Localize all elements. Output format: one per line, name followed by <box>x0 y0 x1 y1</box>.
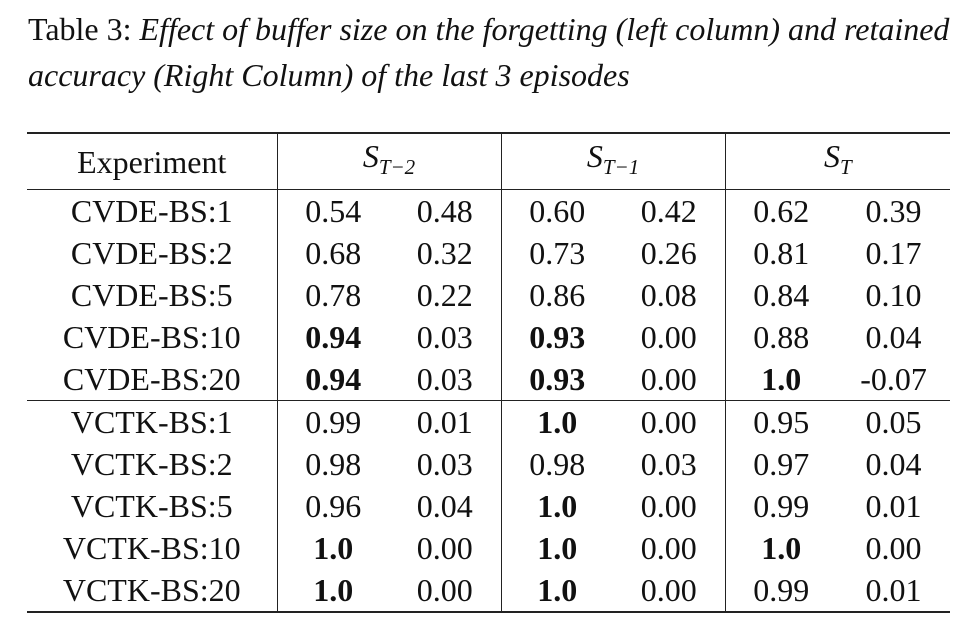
value-cell: 0.84 <box>753 277 810 313</box>
table-body-cvde: CVDE-BS:1 0.54 0.48 0.60 0.42 0.62 0.39 CVDE-BS… <box>27 189 950 401</box>
value-cell: 0.60 <box>529 193 586 229</box>
caption-label: Table 3: <box>28 11 132 47</box>
value-cell: 0.62 <box>753 193 810 229</box>
value-cell: 0.32 <box>389 232 502 274</box>
value-cell: 0.26 <box>613 232 726 274</box>
table-row: VCTK-BS:10 1.0 0.00 1.0 0.00 1.0 0.00 <box>27 527 950 569</box>
value-cell: 1.0 <box>277 569 389 613</box>
experiment-name-cell: CVDE-BS:2 <box>27 232 278 274</box>
experiment-name-cell: CVDE-BS:5 <box>27 274 278 316</box>
value-cell: 0.94 <box>305 319 362 355</box>
value-cell: 0.86 <box>529 277 586 313</box>
value-cell: 1.0 <box>501 400 614 443</box>
value-cell: 0.03 <box>389 316 502 358</box>
value-cell: 0.99 <box>277 400 389 443</box>
value-cell: 0.39 <box>865 193 922 229</box>
table-row: VCTK-BS:5 0.96 0.04 1.0 0.00 0.99 0.01 <box>27 485 950 527</box>
table-row: CVDE-BS:1 0.54 0.48 0.60 0.42 0.62 0.39 <box>27 189 950 232</box>
value-cell: 1.0 <box>537 530 578 566</box>
value-cell: 1.0 <box>501 569 614 613</box>
value-cell: 0.97 <box>753 446 810 482</box>
experiment-name-cell: VCTK-BS:2 <box>27 443 278 485</box>
value-cell: 0.00 <box>613 358 726 401</box>
experiment-name-cell: VCTK-BS:1 <box>27 400 278 443</box>
value-cell: 0.01 <box>865 488 922 524</box>
value-cell: 0.04 <box>389 485 502 527</box>
experiment-name-cell: CVDE-BS:1 <box>27 189 278 232</box>
header-group-1: ST−2 <box>277 132 502 190</box>
value-cell: 0.48 <box>389 189 502 232</box>
value-cell: 0.54 <box>305 193 362 229</box>
experiment-name-cell: CVDE-BS:20 <box>27 358 278 401</box>
value-cell: 0.00 <box>613 485 726 527</box>
value-cell: 0.03 <box>389 443 502 485</box>
value-cell: 0.03 <box>613 443 726 485</box>
value-cell: 0.73 <box>529 235 586 271</box>
experiment-name-cell: VCTK-BS:5 <box>27 485 278 527</box>
header-group-3-symbol: S <box>823 138 840 174</box>
value-cell: 0.08 <box>613 274 726 316</box>
value-cell: -0.07 <box>860 361 927 397</box>
header-group-2-symbol: S <box>586 138 603 174</box>
experiment-name-cell: VCTK-BS:10 <box>27 527 278 569</box>
value-cell: 0.00 <box>613 316 726 358</box>
value-cell: 0.03 <box>389 358 502 401</box>
experiment-name-cell: VCTK-BS:20 <box>27 569 278 613</box>
value-cell: 0.22 <box>389 274 502 316</box>
header-group-3-subscript: T <box>839 155 852 179</box>
value-cell: 0.98 <box>305 446 362 482</box>
value-cell: 0.93 <box>529 361 586 397</box>
header-group-1-subscript: T−2 <box>378 155 416 179</box>
value-cell: 0.95 <box>725 400 838 443</box>
value-cell: 0.99 <box>725 569 838 613</box>
value-cell: 0.04 <box>865 446 922 482</box>
table-row: VCTK-BS:20 1.0 0.00 1.0 0.00 0.99 0.01 <box>27 569 951 613</box>
value-cell: 0.00 <box>613 400 726 443</box>
value-cell: 1.0 <box>313 530 354 566</box>
header-group-2-subscript: T−1 <box>602 155 640 179</box>
value-cell: 0.68 <box>305 235 362 271</box>
value-cell: 0.42 <box>613 189 726 232</box>
value-cell: 0.96 <box>305 488 362 524</box>
table-row: CVDE-BS:2 0.68 0.32 0.73 0.26 0.81 0.17 <box>27 232 950 274</box>
header-group-3: ST <box>725 132 951 190</box>
value-cell: 1.0 <box>761 530 802 566</box>
value-cell: 0.05 <box>837 400 951 443</box>
table-row: CVDE-BS:5 0.78 0.22 0.86 0.08 0.84 0.10 <box>27 274 950 316</box>
value-cell: 0.04 <box>865 319 922 355</box>
value-cell: 0.98 <box>529 446 586 482</box>
header-experiment: Experiment <box>27 132 278 190</box>
value-cell: 0.00 <box>865 530 922 566</box>
experiment-name-cell: CVDE-BS:10 <box>27 316 278 358</box>
table-header: Experiment ST−2 ST−1 ST <box>27 132 951 190</box>
results-table: Experiment ST−2 ST−1 ST CVDE-BS:1 0.54 0.4… <box>27 132 951 613</box>
table-row: VCTK-BS:2 0.98 0.03 0.98 0.03 0.97 0.04 <box>27 443 950 485</box>
value-cell: 0.00 <box>389 569 502 613</box>
value-cell: 0.88 <box>753 319 810 355</box>
value-cell: 0.93 <box>529 319 586 355</box>
table-row: VCTK-BS:1 0.99 0.01 1.0 0.00 0.95 0.05 <box>27 400 951 443</box>
table-row: CVDE-BS:20 0.94 0.03 0.93 0.00 1.0 -0.07 <box>27 358 950 401</box>
value-cell: 0.00 <box>613 569 726 613</box>
value-cell: 0.17 <box>865 235 922 271</box>
value-cell: 1.0 <box>761 361 802 397</box>
caption-text: Effect of buffer size on the forgetting … <box>28 11 950 93</box>
value-cell: 0.01 <box>389 400 502 443</box>
value-cell: 0.00 <box>613 527 726 569</box>
value-cell: 0.00 <box>389 527 502 569</box>
table-body-vctk: VCTK-BS:1 0.99 0.01 1.0 0.00 0.95 0.05 VCTK-BS:… <box>27 400 951 613</box>
value-cell: 0.01 <box>837 569 951 613</box>
value-cell: 0.10 <box>865 277 922 313</box>
table-caption: Table 3: Effect of buffer size on the fo… <box>28 6 958 98</box>
header-group-1-symbol: S <box>362 138 379 174</box>
value-cell: 0.78 <box>305 277 362 313</box>
table-row: CVDE-BS:10 0.94 0.03 0.93 0.00 0.88 0.04 <box>27 316 950 358</box>
value-cell: 0.94 <box>305 361 362 397</box>
header-group-2: ST−1 <box>501 132 726 190</box>
value-cell: 0.81 <box>753 235 810 271</box>
value-cell: 1.0 <box>537 488 578 524</box>
value-cell: 0.99 <box>753 488 810 524</box>
